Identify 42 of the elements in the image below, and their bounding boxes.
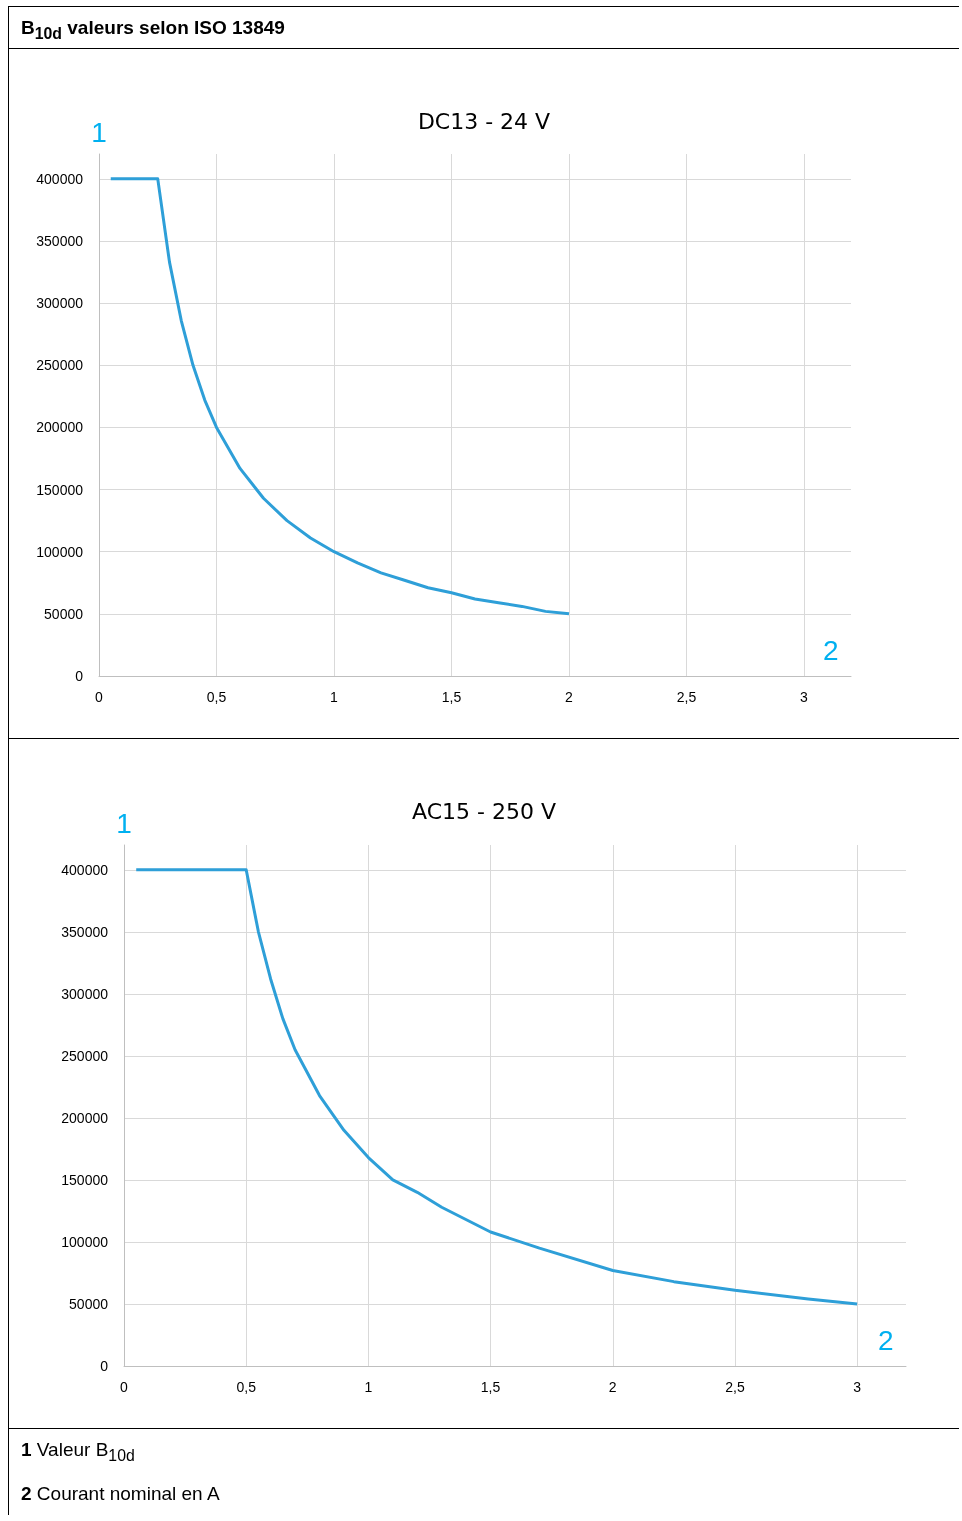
y-tick-label: 400000 (61, 861, 109, 878)
y-tick-label: 150000 (61, 1171, 109, 1188)
y-tick-label: 0 (100, 1358, 109, 1374)
y-tick-label: 300000 (61, 985, 109, 1002)
y-tick-label: 100000 (61, 1233, 109, 1250)
text: B$_{10d}$ valeurs selon ISO 13849 (21, 17, 286, 43)
line-series (134, 868, 859, 1306)
x-tick-label: 0 (120, 1379, 129, 1395)
x-tick-label: 2 (608, 1379, 617, 1395)
x-tick-label: 2 (565, 689, 574, 705)
y-tick-label: 100000 (36, 543, 84, 560)
y-tick-label: 50000 (69, 1295, 109, 1312)
y-tick-label: 250000 (61, 1047, 109, 1064)
y-tick-label: 0 (75, 668, 84, 684)
y-tick-label: 200000 (61, 1109, 109, 1126)
y-tick-label: 350000 (61, 923, 109, 940)
x-axis-title: 2 (878, 1324, 894, 1356)
y-tick-label: 400000 (36, 170, 84, 187)
x-tick-label: 3 (800, 689, 809, 705)
x-tick-label: 0,5 (236, 1379, 257, 1395)
x-tick-label: 2,5 (725, 1379, 745, 1395)
x-tick-label: 2,5 (676, 689, 697, 705)
chart-title: AC15 - 250 V (412, 798, 556, 824)
text: 1 Valeur B$_{10d}$ (21, 1438, 136, 1466)
line-series (109, 177, 571, 616)
y-tick-label: 200000 (36, 419, 84, 436)
x-tick-label: 1 (364, 1379, 373, 1395)
x-tick-label: 0,5 (206, 689, 227, 705)
y-tick-label: 350000 (36, 233, 84, 249)
x-tick-label: 1,5 (480, 1379, 501, 1395)
text: 2 Courant nominal en A (21, 1481, 221, 1506)
y-tick-label: 50000 (44, 605, 84, 622)
y-axis-title: 1 (91, 116, 107, 148)
x-tick-label: 1,5 (441, 689, 462, 705)
x-tick-label: 1 (330, 689, 339, 705)
x-tick-label: 3 (853, 1379, 862, 1395)
y-axis-title: 1 (116, 807, 132, 839)
x-axis-title: 2 (823, 634, 839, 666)
y-tick-label: 250000 (36, 357, 84, 374)
y-tick-label: 150000 (36, 481, 84, 498)
chart-title: DC13 - 24 V (417, 108, 551, 134)
y-tick-label: 300000 (36, 295, 84, 312)
